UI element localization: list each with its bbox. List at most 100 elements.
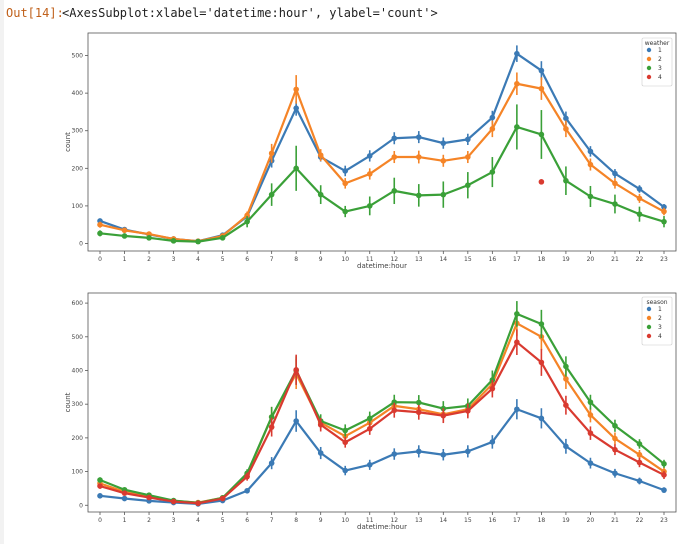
data-point (121, 490, 128, 496)
data-point (514, 339, 520, 345)
data-point (465, 136, 471, 143)
data-point (465, 408, 471, 414)
data-point (146, 235, 152, 241)
data-point (268, 424, 275, 430)
data-point (293, 367, 299, 373)
x-tick-label: 15 (464, 256, 472, 263)
data-point (415, 154, 422, 160)
data-point (342, 168, 349, 174)
legend-marker (646, 306, 652, 312)
data-point (97, 477, 103, 483)
data-point (612, 201, 618, 207)
x-tick-label: 9 (319, 256, 323, 263)
data-point (268, 460, 275, 466)
data-point (489, 385, 496, 392)
data-point (636, 459, 643, 466)
series-line (99, 125, 665, 243)
data-point (391, 154, 398, 160)
data-point (489, 439, 496, 445)
data-point (317, 191, 324, 198)
x-tick-label: 12 (390, 517, 398, 524)
legend-marker (646, 65, 652, 71)
data-point (563, 115, 569, 122)
legend-entry: 4 (658, 74, 662, 81)
data-point (440, 157, 447, 164)
data-point (636, 195, 643, 202)
y-tick-label: 500 (72, 334, 84, 341)
series-2 (97, 72, 667, 245)
data-point (391, 188, 398, 194)
data-point (587, 193, 594, 200)
x-tick-label: 6 (245, 517, 249, 524)
y-tick-label: 100 (72, 203, 84, 210)
data-point (293, 105, 299, 111)
data-point (342, 208, 349, 215)
series-4 (538, 179, 545, 185)
x-tick-label: 17 (513, 256, 521, 263)
x-tick-label: 4 (196, 517, 200, 524)
data-point (342, 427, 349, 434)
data-point (538, 359, 545, 366)
x-tick-label: 1 (123, 256, 127, 263)
x-tick-label: 20 (587, 256, 595, 263)
y-tick-label: 100 (72, 469, 84, 476)
x-tick-label: 20 (587, 517, 595, 524)
legend-entry: 3 (658, 324, 662, 331)
data-point (563, 126, 569, 132)
y-tick-label: 300 (72, 401, 84, 408)
data-point (489, 126, 496, 132)
x-tick-label: 13 (415, 517, 423, 524)
data-point (661, 472, 667, 478)
legend-marker (646, 74, 652, 80)
x-tick-label: 18 (538, 256, 546, 263)
x-tick-label: 14 (439, 517, 447, 524)
data-point (612, 470, 618, 477)
x-tick-label: 21 (611, 256, 619, 263)
data-point (415, 409, 422, 416)
data-point (538, 85, 545, 92)
data-point (170, 498, 177, 505)
data-point (391, 451, 398, 457)
x-tick-label: 0 (98, 256, 102, 263)
data-point (563, 376, 569, 382)
series-line (99, 341, 665, 505)
legend-marker (646, 324, 652, 330)
data-point (244, 212, 250, 219)
legend-entry: 2 (658, 315, 662, 322)
x-tick-label: 6 (245, 256, 249, 263)
x-tick-label: 3 (172, 256, 176, 263)
data-point (121, 495, 128, 502)
y-tick-label: 200 (72, 165, 84, 172)
y-tick-label: 400 (72, 367, 84, 374)
data-point (342, 180, 349, 187)
data-point (366, 415, 373, 422)
data-point (587, 148, 594, 155)
data-point (636, 186, 643, 192)
x-tick-label: 22 (636, 256, 644, 263)
data-point (170, 238, 177, 244)
x-tick-label: 13 (415, 256, 423, 263)
data-point (342, 439, 349, 446)
data-point (268, 191, 275, 198)
data-point (538, 415, 545, 422)
data-point (661, 204, 667, 210)
data-point (415, 134, 422, 140)
data-point (366, 203, 373, 209)
data-point (219, 235, 226, 241)
data-point (587, 399, 594, 405)
data-point (587, 161, 594, 168)
x-tick-label: 12 (390, 256, 398, 263)
data-point (97, 483, 103, 489)
data-point (97, 221, 103, 228)
plot-frame (87, 292, 677, 513)
data-point (661, 487, 667, 493)
x-tick-label: 3 (172, 517, 176, 524)
output-prompt: Out[14]: (6, 6, 64, 20)
data-point (440, 451, 447, 458)
x-tick-label: 22 (636, 517, 644, 524)
legend-entry: 2 (658, 56, 662, 63)
x-tick-label: 5 (221, 256, 225, 263)
